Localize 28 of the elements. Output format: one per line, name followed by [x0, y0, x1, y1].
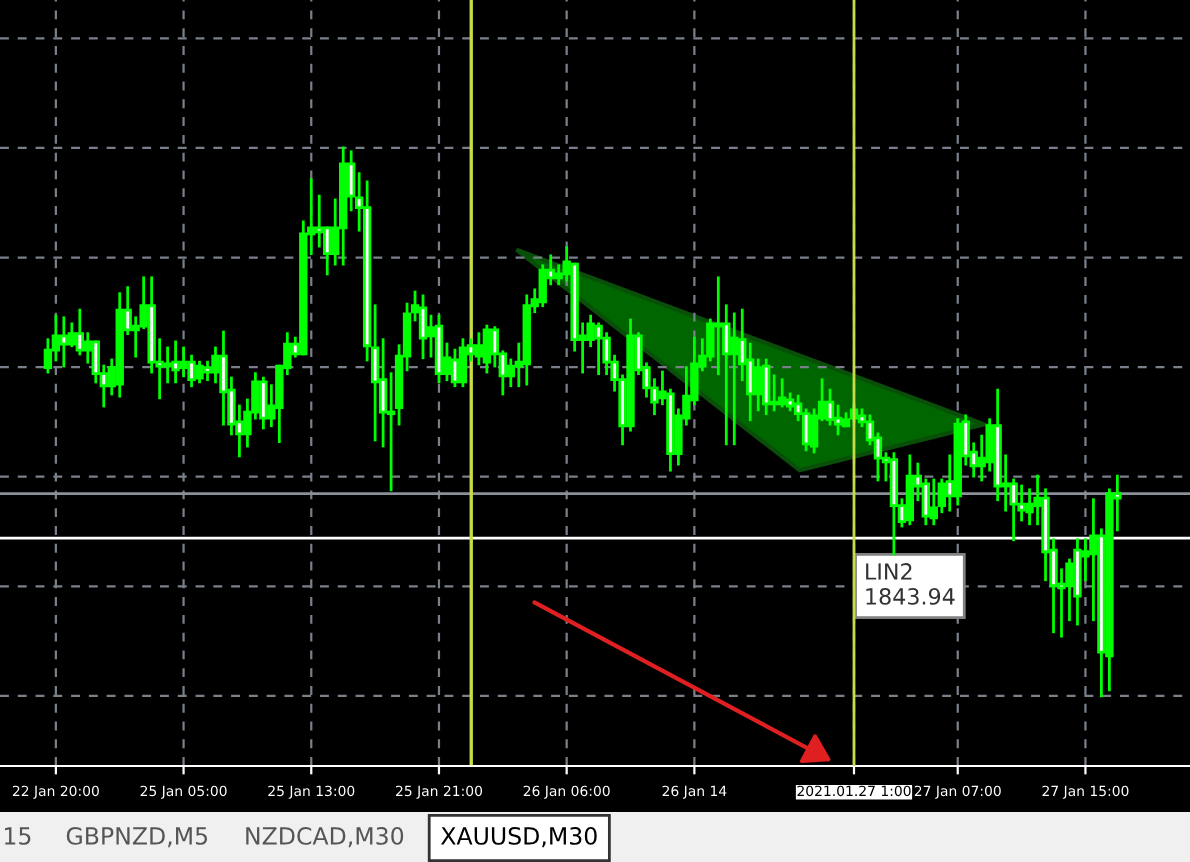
candlestick — [171, 340, 180, 384]
candlestick — [730, 312, 739, 446]
candlestick — [482, 324, 492, 374]
candlestick — [315, 194, 324, 248]
candlestick — [714, 276, 723, 376]
candlestick — [179, 346, 188, 378]
candlestick — [474, 332, 484, 366]
candlestick — [187, 354, 196, 388]
text: XAUUSD,M30 — [441, 826, 597, 848]
candlestick — [195, 360, 204, 384]
candlestick — [418, 294, 428, 360]
candlestick — [259, 376, 268, 430]
text: GBPNZD,M5 — [66, 826, 208, 848]
candlestick — [75, 308, 84, 356]
candlestick — [754, 358, 763, 412]
candlestick — [163, 346, 172, 384]
candlestick — [929, 478, 938, 526]
candlestick — [762, 358, 771, 416]
candlestick — [594, 322, 603, 376]
candlestick — [458, 338, 468, 388]
text: 15 — [4, 827, 31, 845]
candlestick — [59, 316, 69, 368]
text: NZDCAD,M30 — [246, 826, 404, 848]
ref-line-label: LIN2 1843.94 — [866, 563, 955, 605]
candlestick — [777, 378, 787, 408]
candlestick — [434, 314, 444, 384]
candlestick — [905, 454, 915, 526]
candlestick — [450, 348, 460, 388]
